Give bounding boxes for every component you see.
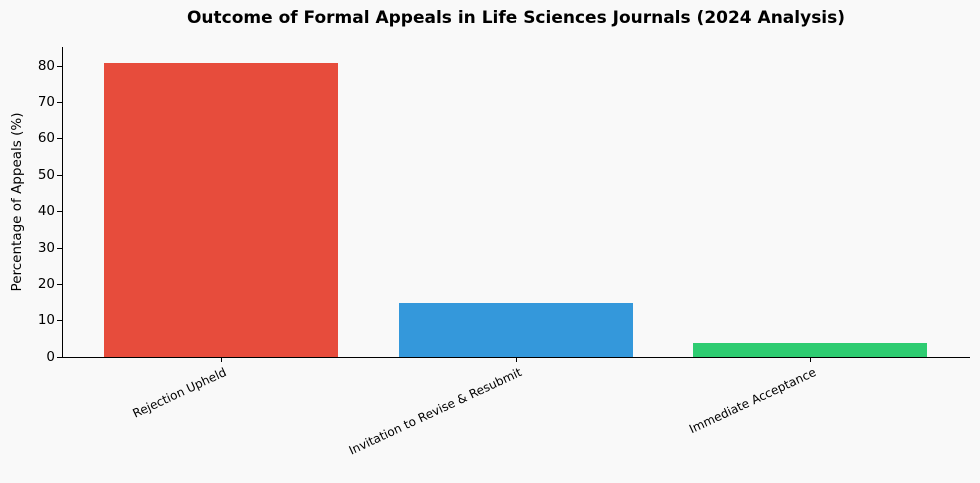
y-tick bbox=[57, 283, 62, 285]
y-tick-label: 20 bbox=[37, 275, 55, 292]
y-axis-spine bbox=[62, 47, 63, 357]
x-tick bbox=[221, 357, 222, 362]
x-tick-label: Invitation to Revise & Resubmit bbox=[346, 365, 524, 458]
y-tick bbox=[57, 101, 62, 103]
bar-invitation-to-revise-resubmit bbox=[399, 302, 633, 357]
y-tick-label: 50 bbox=[37, 166, 55, 183]
y-tick bbox=[57, 65, 62, 67]
y-tick-label: 40 bbox=[37, 203, 55, 220]
y-axis-label: Percentage of Appeals (%) bbox=[9, 112, 25, 292]
y-tick-label: 60 bbox=[37, 130, 55, 147]
y-tick-label: 70 bbox=[37, 93, 55, 110]
y-tick-label: 80 bbox=[37, 57, 55, 74]
y-tick-label: 0 bbox=[46, 348, 55, 365]
y-tick bbox=[57, 174, 62, 176]
bar-rejection-upheld bbox=[104, 62, 338, 357]
y-tick bbox=[57, 320, 62, 322]
y-tick-label: 30 bbox=[37, 239, 55, 256]
y-tick bbox=[57, 211, 62, 213]
y-tick bbox=[57, 247, 62, 249]
y-tick bbox=[57, 138, 62, 140]
bar-immediate-acceptance bbox=[693, 342, 927, 357]
x-tick-label: Rejection Upheld bbox=[130, 365, 229, 421]
chart-title: Outcome of Formal Appeals in Life Scienc… bbox=[186, 8, 846, 28]
x-tick bbox=[516, 357, 517, 362]
x-tick-label: Immediate Acceptance bbox=[686, 365, 819, 437]
plot-area: 0 10 20 30 40 50 60 70 80 Rejection Upheld Invitat… bbox=[38, 47, 970, 458]
y-tick bbox=[57, 356, 62, 358]
y-tick-label: 10 bbox=[37, 312, 55, 329]
x-tick bbox=[810, 357, 811, 362]
